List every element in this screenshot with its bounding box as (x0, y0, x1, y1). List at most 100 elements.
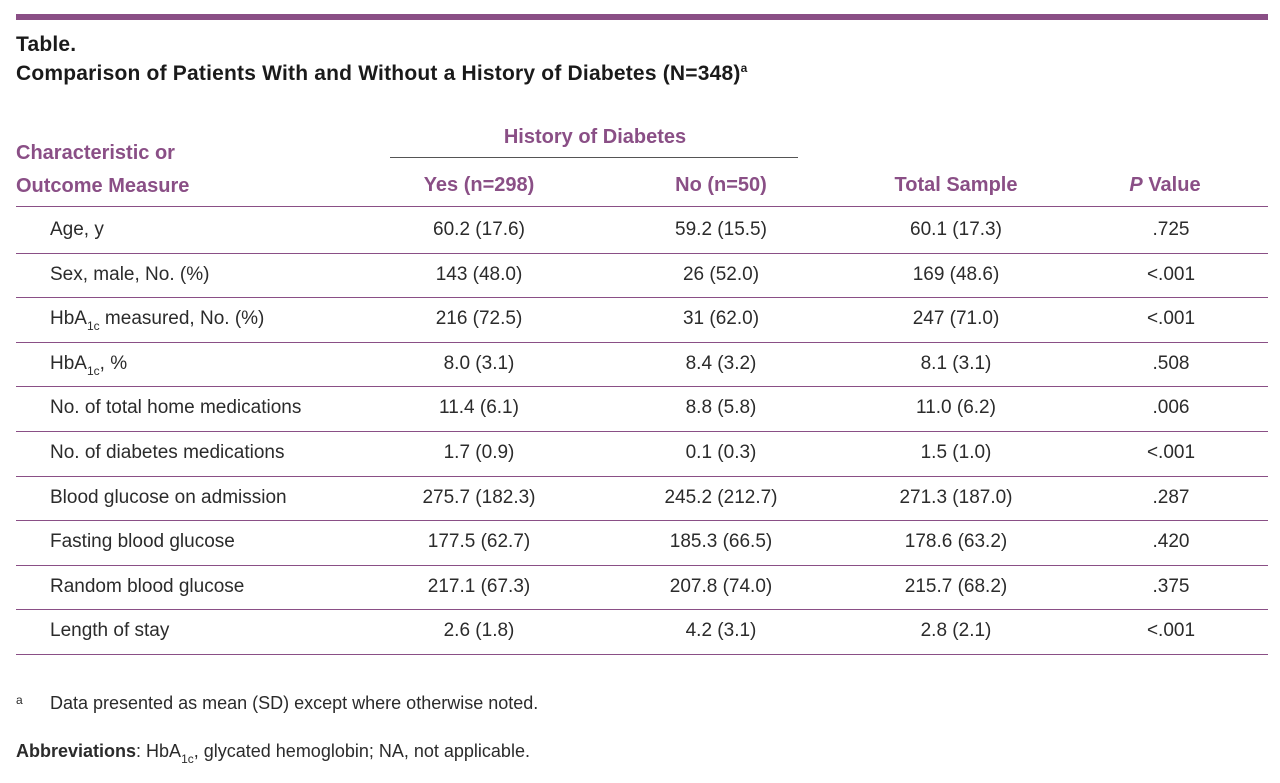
header-no: No (n=50) (675, 174, 767, 196)
row-divider (16, 476, 1268, 477)
abbreviations-sub: 1c (181, 752, 194, 766)
cell-total: 1.5 (1.0) (920, 442, 992, 463)
row-divider (16, 609, 1268, 610)
header-p-italic: P (1129, 174, 1143, 196)
cell-no: 8.8 (5.8) (685, 397, 757, 418)
cell-p-value: .006 (1152, 397, 1190, 418)
footnote-mark: a (16, 693, 23, 707)
cell-total: 247 (71.0) (912, 308, 1000, 329)
header-characteristic: Characteristic or Outcome Measure (16, 140, 189, 206)
top-accent-rule (16, 14, 1268, 20)
table-row: Sex, male, No. (%) 143 (48.0) 26 (52.0) 169… (16, 253, 1268, 297)
header-p-rest: Value (1142, 174, 1201, 196)
cell-yes: 216 (72.5) (435, 308, 523, 329)
row-label-pre: HbA (50, 308, 87, 329)
cell-p-value: <.001 (1146, 264, 1196, 285)
row-divider (16, 654, 1268, 655)
table-row: HbA1c measured, No. (%) 216 (72.5) 31 (62.… (16, 297, 1268, 341)
table-row: Length of stay 2.6 (1.8) 4.2 (3.1) 2.8 (2.1… (16, 609, 1268, 653)
cell-no: 59.2 (15.5) (675, 219, 767, 240)
cell-yes: 8.0 (3.1) (443, 353, 515, 374)
header-yes: Yes (n=298) (423, 174, 535, 196)
cell-yes: 177.5 (62.7) (427, 531, 531, 552)
title-footnote-mark: a (740, 61, 748, 75)
cell-p-value: <.001 (1146, 620, 1196, 641)
row-label-sub: 1c (86, 364, 100, 378)
cell-total: 8.1 (3.1) (920, 353, 992, 374)
row-divider (16, 253, 1268, 254)
cell-no: 26 (52.0) (682, 264, 760, 285)
cell-yes: 60.2 (17.6) (433, 219, 525, 240)
cell-total: 271.3 (187.0) (899, 487, 1013, 508)
cell-total: 60.1 (17.3) (910, 219, 1002, 240)
cell-p-value: .420 (1152, 531, 1190, 552)
abbreviations-label: Abbreviations (16, 741, 137, 761)
cell-no: 185.3 (66.5) (669, 531, 773, 552)
table-row: Age, y 60.2 (17.6) 59.2 (15.5) 60.1 (17.3).… (16, 208, 1268, 252)
table-row: No. of diabetes medications 1.7 (0.9) 0.1 … (16, 431, 1268, 475)
abbreviations-colon: : HbA (136, 741, 182, 761)
table-title-label: Table. (16, 33, 77, 56)
row-label: Sex, male, No. (%) (50, 264, 210, 285)
cell-total: 169 (48.6) (912, 264, 1000, 285)
row-divider (16, 297, 1268, 298)
table-title: Table. Comparison of Patients With and W… (16, 30, 747, 88)
cell-yes: 217.1 (67.3) (427, 576, 531, 597)
cell-total: 11.0 (6.2) (916, 397, 996, 418)
cell-total: 178.6 (63.2) (904, 531, 1008, 552)
row-label: Blood glucose on admission (50, 487, 287, 508)
row-label: No. of total home medications (50, 397, 302, 418)
header-group-rule (390, 157, 798, 158)
footnote: a Data presented as mean (SD) except wher… (16, 693, 538, 714)
cell-yes: 11.4 (6.1) (439, 397, 519, 418)
abbreviations: Abbreviations: HbA1c, glycated hemoglobi… (16, 741, 530, 766)
table-row: HbA1c, % 8.0 (3.1) 8.4 (3.2) 8.1 (3.1) .508 (16, 342, 1268, 386)
header-bottom-rule (16, 206, 1268, 207)
cell-no: 31 (62.0) (682, 308, 760, 329)
row-label-post: measured, No. (%) (99, 308, 265, 329)
row-label-sub: 1c (86, 319, 100, 333)
row-label: HbA1c, % (50, 342, 127, 386)
cell-no: 4.2 (3.1) (685, 620, 757, 641)
row-divider (16, 431, 1268, 432)
header-characteristic-line2: Outcome Measure (16, 175, 190, 197)
cell-p-value: .725 (1152, 219, 1190, 240)
cell-p-value: .375 (1152, 576, 1190, 597)
row-divider (16, 520, 1268, 521)
cell-no: 8.4 (3.2) (685, 353, 757, 374)
row-label: Fasting blood glucose (50, 531, 235, 552)
cell-p-value: <.001 (1146, 308, 1196, 329)
abbreviations-rest: , glycated hemoglobin; NA, not applicabl… (193, 741, 530, 761)
row-label: Age, y (50, 219, 104, 240)
table-row: Blood glucose on admission 275.7 (182.3) 2… (16, 476, 1268, 520)
cell-p-value: <.001 (1146, 442, 1196, 463)
row-label-pre: HbA (50, 353, 87, 374)
footnote-text: Data presented as mean (SD) except where… (50, 693, 539, 713)
table-title-caption: Comparison of Patients With and Without … (16, 59, 747, 88)
row-label: Random blood glucose (50, 576, 245, 597)
header-p-value: P Value (1070, 172, 1260, 198)
row-label: Length of stay (50, 620, 170, 641)
cell-yes: 143 (48.0) (435, 264, 523, 285)
row-divider (16, 565, 1268, 566)
header-characteristic-line1: Characteristic or (16, 142, 175, 164)
header-history-of-diabetes: History of Diabetes (503, 126, 687, 148)
cell-no: 0.1 (0.3) (685, 442, 757, 463)
cell-yes: 275.7 (182.3) (422, 487, 536, 508)
cell-no: 245.2 (212.7) (664, 487, 778, 508)
cell-yes: 2.6 (1.8) (443, 620, 515, 641)
table-row: No. of total home medications 11.4 (6.1) 8… (16, 386, 1268, 430)
table-caption-text: Comparison of Patients With and Without … (16, 62, 741, 85)
row-divider (16, 342, 1268, 343)
row-divider (16, 386, 1268, 387)
table-row: Random blood glucose 217.1 (67.3) 207.8 (7… (16, 565, 1268, 609)
row-label: HbA1c measured, No. (%) (50, 297, 264, 341)
header-total-sample: Total Sample (894, 174, 1018, 196)
table-row: Fasting blood glucose 177.5 (62.7) 185.3 (… (16, 520, 1268, 564)
cell-total: 215.7 (68.2) (904, 576, 1008, 597)
cell-p-value: .508 (1152, 353, 1190, 374)
row-label-post: , % (99, 353, 128, 374)
cell-total: 2.8 (2.1) (920, 620, 992, 641)
cell-p-value: .287 (1152, 487, 1190, 508)
cell-yes: 1.7 (0.9) (443, 442, 515, 463)
